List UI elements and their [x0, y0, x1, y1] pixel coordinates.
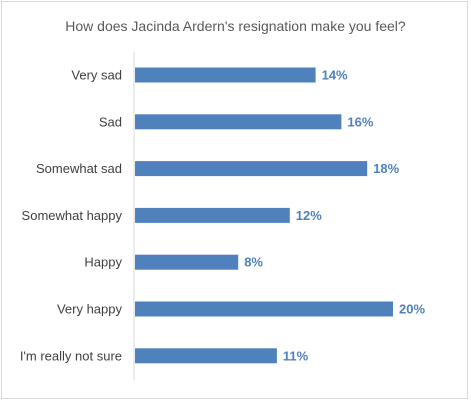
category-label: I'm really not sure — [20, 348, 122, 363]
bar — [135, 301, 393, 317]
data-label: 16% — [347, 114, 373, 129]
bar — [135, 348, 277, 364]
data-label: 18% — [373, 161, 399, 176]
bar — [135, 161, 368, 177]
bar — [135, 67, 316, 83]
data-label: 14% — [322, 68, 348, 83]
data-label: 8% — [244, 255, 263, 270]
category-label: Somewhat sad — [36, 161, 122, 176]
chart-title: How does Jacinda Ardern's resignation ma… — [65, 18, 406, 34]
category-label: Very sad — [71, 68, 122, 83]
data-label: 12% — [296, 208, 322, 223]
data-label: 11% — [283, 348, 309, 363]
category-label: Happy — [84, 255, 122, 270]
category-label: Sad — [99, 114, 122, 129]
bar — [135, 114, 342, 130]
category-label: Very happy — [57, 302, 123, 317]
data-label: 20% — [399, 302, 425, 317]
bar — [135, 254, 239, 270]
category-label: Somewhat happy — [22, 208, 123, 223]
bar — [135, 207, 290, 223]
